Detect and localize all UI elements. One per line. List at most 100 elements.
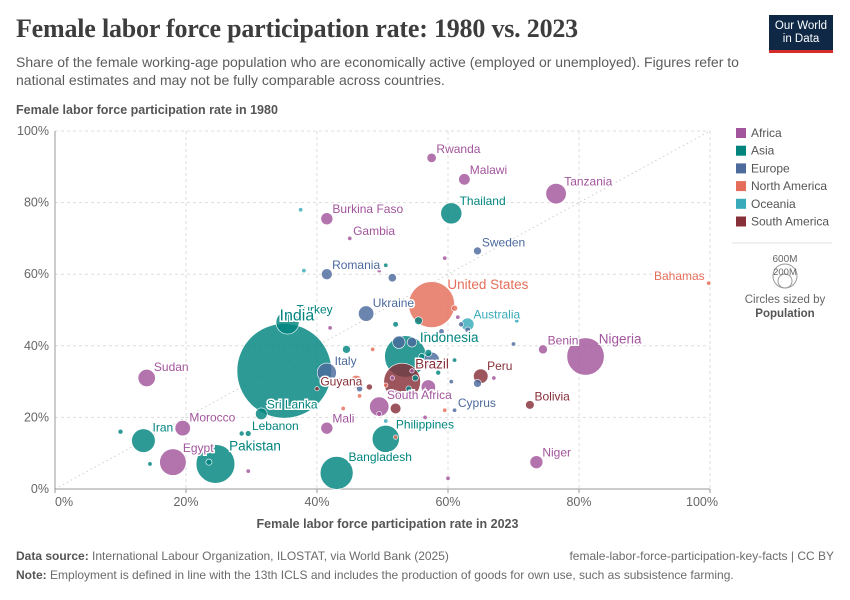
legend-label: Europe: [751, 161, 790, 175]
point-label: Gambia: [353, 224, 395, 238]
data-point: [464, 326, 471, 333]
data-point: [342, 345, 351, 354]
data-point: [275, 310, 300, 335]
data-point: [406, 337, 418, 348]
point-label: India: [280, 308, 315, 325]
data-point: [383, 262, 389, 268]
data-point: [538, 344, 548, 355]
region-legend[interactable]: Africa Asia Europe North America Oceania Sout…: [732, 126, 832, 244]
data-point: [442, 407, 448, 413]
data-point: [392, 321, 399, 328]
data-point: [452, 407, 458, 413]
point-label: Sri Lanka: [267, 397, 318, 411]
legend-label: Asia: [751, 144, 775, 158]
note-label: Note:: [16, 568, 47, 582]
data-point: [473, 246, 482, 256]
data-point: [426, 152, 437, 163]
point-label: United States: [447, 277, 528, 292]
point-label: Mali: [332, 412, 354, 426]
point-label: Thailand: [460, 194, 506, 208]
point-label: Sudan: [154, 360, 189, 374]
data-point: [347, 235, 353, 241]
data-point: [458, 173, 471, 186]
data-point: [298, 207, 304, 213]
data-point: [448, 379, 454, 385]
data-point: [405, 385, 412, 392]
data-point: [435, 369, 441, 376]
point-label: Turkey: [296, 303, 332, 317]
data-point: [387, 273, 397, 283]
data-point: [137, 369, 156, 387]
data-point: [408, 281, 455, 328]
point-label: Romania: [332, 258, 380, 272]
data-point: [422, 414, 428, 420]
point-label: South Africa: [387, 388, 452, 402]
data-point: [255, 407, 268, 420]
equality-line: [54, 130, 711, 490]
data-point: [525, 400, 535, 410]
data-point: [455, 314, 461, 320]
footer: Data source: International Labour Organi…: [16, 547, 834, 585]
size-legend: 600M 200M Circles sized by Population: [745, 254, 826, 320]
data-point: [356, 385, 363, 393]
legend-swatch: [736, 216, 746, 227]
source-link[interactable]: International Labour Organization, ILOST…: [92, 549, 449, 563]
point-label: Indonesia: [420, 330, 479, 345]
data-point: [393, 434, 399, 440]
data-point: [205, 458, 213, 466]
legend-swatch: [736, 145, 746, 156]
data-point: [458, 321, 464, 328]
point-label: Benin: [548, 334, 579, 348]
data-point: [376, 411, 383, 417]
point-label: Guyana: [320, 374, 362, 388]
owid-logo[interactable]: Our World in Data: [769, 15, 833, 53]
data-point: [316, 362, 337, 383]
data-point: [434, 337, 442, 344]
data-point: [131, 428, 156, 453]
data-point: [438, 328, 445, 335]
legend-label: South America: [751, 215, 829, 229]
data-point: [440, 202, 463, 225]
data-point: [452, 357, 458, 363]
x-tick-label: 60%: [435, 495, 460, 509]
data-point: [491, 375, 497, 381]
x-axis-title: Female labor force participation rate in…: [257, 517, 519, 531]
point-label: Bolivia: [534, 389, 570, 403]
data-point: [409, 368, 415, 374]
point-label: Sweden: [482, 236, 525, 250]
data-point: [566, 337, 605, 376]
legend-swatch: [736, 163, 746, 174]
data-point: [117, 428, 124, 435]
license-link[interactable]: female-labor-force-participation-key-fac…: [569, 549, 834, 563]
data-point: [245, 430, 252, 437]
data-point: [174, 420, 191, 437]
data-point: [320, 212, 334, 226]
logo-line-1: Our World: [774, 20, 828, 32]
data-point: [320, 421, 334, 435]
y-tick-label: 80%: [24, 196, 49, 210]
data-point: [383, 418, 389, 424]
data-point: [147, 461, 153, 467]
data-point: [366, 383, 373, 391]
point-labels: Rwanda Malawi Tanzania Thailand Burkina Faso…: [151, 141, 706, 466]
grid-lines: [54, 130, 711, 490]
x-tick-label: 20%: [173, 495, 198, 509]
point-label: Pakistan: [229, 438, 281, 453]
source-line: Data source: International Labour Organi…: [16, 547, 834, 566]
point-label: Lebanon: [252, 419, 299, 433]
point-label: Brazil: [415, 357, 449, 372]
point-label: Egypt: [183, 441, 214, 455]
point-label: Bahamas: [654, 269, 705, 283]
point-label: Peru: [487, 359, 512, 373]
point-label: Malawi: [470, 163, 507, 177]
data-point: [371, 425, 400, 453]
data-point: [383, 382, 389, 388]
y-tick-label: 100%: [17, 124, 49, 138]
size-label-small: 200M: [773, 267, 797, 278]
data-point: [451, 304, 458, 312]
data-point: [195, 444, 236, 484]
chart-subtitle: Share of the female working-age populati…: [16, 54, 739, 88]
data-point: [159, 448, 187, 476]
axes: 0% 20% 40% 60% 80% 100% 0% 20% 40% 60% 80% 100% Fema…: [16, 103, 718, 531]
legend-swatch: [736, 128, 746, 138]
